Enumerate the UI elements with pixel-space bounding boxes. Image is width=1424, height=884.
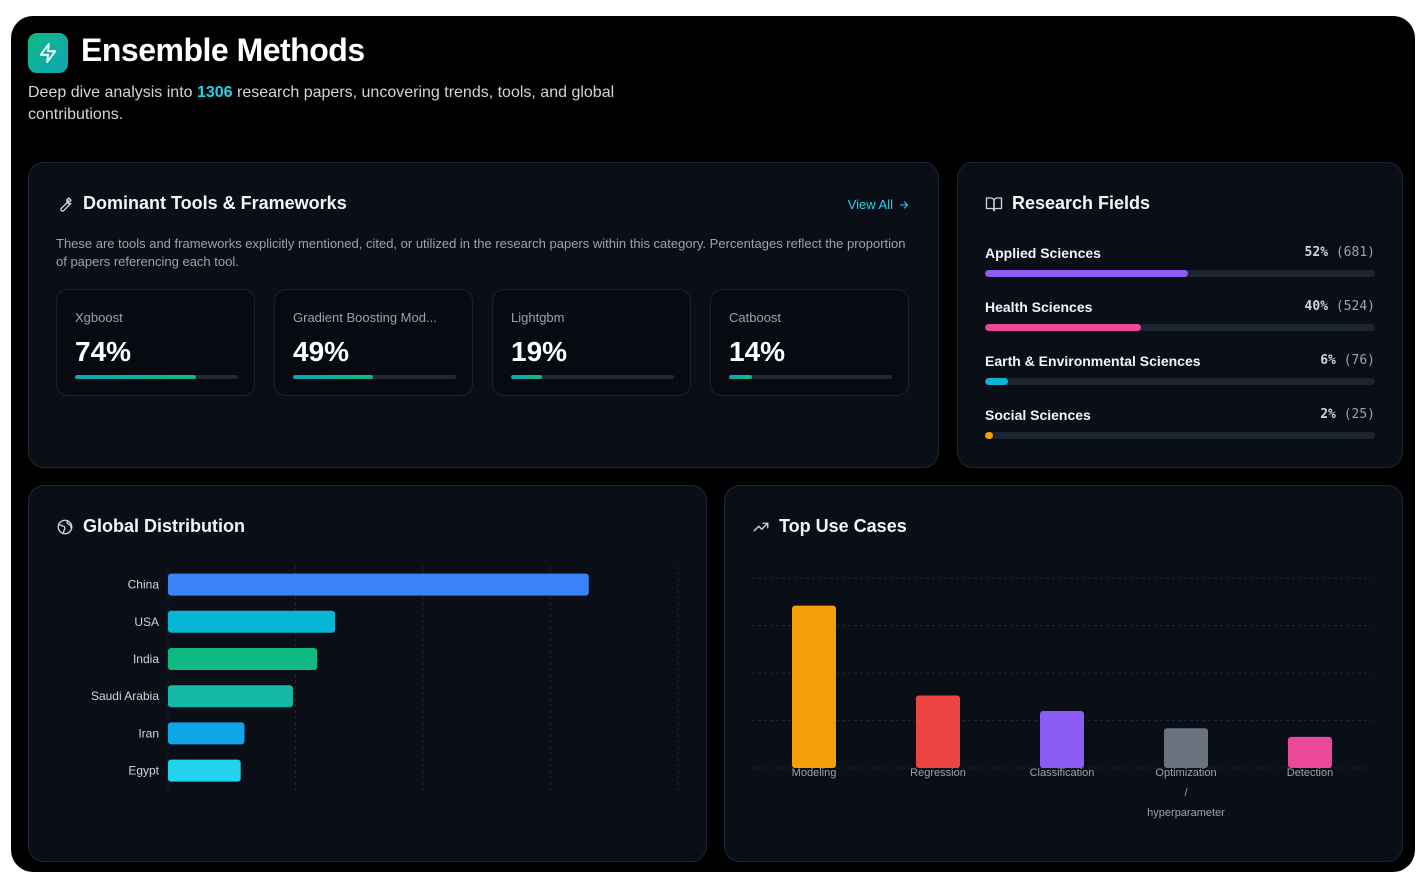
bar [168, 573, 589, 596]
page-subtitle: Deep dive analysis into 1306 research pa… [28, 82, 668, 126]
tool-percent: 19% [511, 336, 568, 367]
field-name: Applied Sciences [985, 245, 1101, 261]
field-value: 52% (681) [1305, 245, 1375, 260]
bar [1164, 728, 1208, 768]
top-use-cases-card: Top Use Cases Modeling Regression Classifi… [724, 485, 1403, 862]
tools-description: These are tools and frameworks explicitl… [56, 236, 906, 269]
tool-progress-track [293, 375, 456, 379]
bar [168, 685, 293, 708]
y-tick-label: Saudi Arabia [91, 689, 159, 703]
bar [168, 722, 245, 745]
bar [168, 648, 318, 670]
research-fields-card: Research Fields Applied Sciences 52% (68… [957, 162, 1403, 468]
tool-name: Gradient Boosting Mod... [293, 310, 437, 325]
bar [792, 605, 836, 768]
x-tick-label: Modeling [792, 767, 837, 779]
tool-progress-track [729, 375, 892, 379]
subtitle-suffix: research papers, uncovering trends, tool… [28, 84, 615, 123]
field-progress-fill [985, 270, 1188, 277]
tool-tile: Xgboost 74% [56, 289, 255, 396]
tool-percent: 74% [75, 336, 132, 367]
field-count: (25) [1343, 407, 1375, 422]
y-tick-label: Egypt [128, 764, 159, 778]
bar [1040, 711, 1084, 768]
wrench-icon [60, 196, 72, 212]
field-progress-fill [985, 378, 1009, 385]
tools-card: Dominant Tools & Frameworks View All The… [28, 162, 939, 468]
field-progress-track [985, 432, 1375, 439]
x-tick-label: Detection [1287, 767, 1333, 779]
bar [916, 695, 960, 768]
field-progress-track [985, 324, 1375, 331]
app-window: Ensemble Methods Deep dive analysis into… [11, 16, 1415, 872]
tool-progress-fill [293, 375, 373, 379]
book-open-icon [985, 196, 1003, 211]
field-percent: 6% [1320, 353, 1336, 368]
x-tick-label: Regression [910, 767, 966, 779]
tool-tile: Catboost 14% [710, 289, 909, 396]
top-use-cases-chart: Modeling Regression Classification Optimiza… [752, 577, 1372, 819]
field-progress-track [985, 378, 1375, 385]
y-tick-label: India [133, 652, 159, 666]
field-value: 2% (25) [1320, 407, 1375, 422]
tool-progress-track [511, 375, 674, 379]
field-percent: 40% [1304, 299, 1329, 314]
view-all-link[interactable]: View All [848, 197, 910, 212]
global-distribution-card: Global Distribution China USA India Saudi A… [28, 485, 707, 862]
top-use-cases-title-text: Top Use Cases [779, 516, 907, 536]
y-tick-label: China [128, 578, 160, 592]
field-progress-track [985, 270, 1375, 277]
tool-progress-track [75, 375, 238, 379]
field-value: 40% (524) [1305, 299, 1375, 314]
global-distribution-title-text: Global Distribution [83, 516, 245, 536]
paper-count: 1306 [196, 84, 233, 101]
tools-title-text: Dominant Tools & Frameworks [83, 193, 347, 213]
subtitle-prefix: Deep dive analysis into [28, 84, 197, 101]
x-tick-label: Classification [1030, 767, 1095, 779]
field-percent: 2% [1320, 407, 1336, 422]
tools-card-title: Dominant Tools & Frameworks [56, 193, 347, 214]
bar [1288, 736, 1332, 768]
global-distribution-chart: China USA India Saudi Arabia Iran Egypt [91, 566, 679, 791]
view-all-label: View All [847, 197, 893, 212]
field-count: (76) [1343, 353, 1375, 368]
tool-percent: 14% [729, 336, 786, 367]
tool-name: Xgboost [75, 310, 123, 325]
tool-tile: Lightgbm 19% [492, 289, 691, 396]
tool-tile: Gradient Boosting Mod... 49% [274, 289, 473, 396]
trending-up-icon [753, 522, 769, 531]
tool-name: Catboost [729, 310, 782, 325]
x-tick-label: / [1184, 787, 1188, 799]
field-value: 6% (76) [1320, 353, 1375, 368]
tool-progress-fill [729, 375, 752, 379]
field-progress-fill [985, 432, 993, 439]
bar [168, 610, 336, 633]
tool-percent: 49% [293, 336, 350, 367]
field-name: Health Sciences [985, 299, 1093, 315]
field-name: Earth & Environmental Sciences [985, 353, 1201, 369]
tool-progress-fill [511, 375, 542, 379]
tool-progress-fill [75, 375, 196, 379]
field-name: Social Sciences [985, 407, 1091, 423]
x-tick-label: Optimization [1155, 767, 1216, 779]
arrow-right-icon [899, 200, 909, 209]
y-tick-label: USA [134, 615, 159, 629]
globe-icon [57, 519, 73, 534]
top-use-cases-title: Top Use Cases [752, 516, 907, 537]
research-fields-title-text: Research Fields [1012, 193, 1151, 213]
bar [168, 759, 241, 782]
field-count: (681) [1335, 245, 1375, 260]
global-distribution-title: Global Distribution [56, 516, 245, 537]
x-tick-label: hyperparameter [1147, 807, 1225, 819]
y-tick-label: Iran [138, 726, 159, 740]
page-title: Ensemble Methods [81, 32, 365, 68]
field-count: (524) [1335, 299, 1375, 314]
lightning-icon [28, 33, 68, 73]
field-percent: 52% [1304, 245, 1329, 260]
field-progress-fill [985, 324, 1141, 331]
tool-name: Lightgbm [511, 310, 565, 325]
research-fields-title: Research Fields [985, 193, 1150, 214]
